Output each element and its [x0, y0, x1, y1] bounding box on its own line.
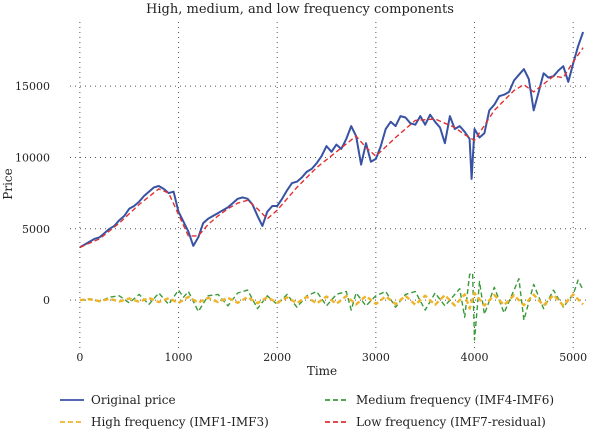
y-axis-label: Price — [1, 168, 15, 199]
series-line-0 — [79, 31, 585, 249]
series-line-3 — [79, 47, 584, 248]
chart-title: High, medium, and low frequency componen… — [146, 2, 454, 17]
x-tick-label: 1000 — [165, 351, 193, 364]
legend-label-1: Medium frequency (IMF4-IMF6) — [356, 393, 554, 407]
y-axis-ticks: 0 5000 10000 15000 — [15, 80, 50, 307]
y-tick-label: 15000 — [15, 80, 50, 93]
series-line-1 — [79, 272, 584, 341]
grid — [70, 22, 588, 350]
x-tick-label: 5000 — [559, 351, 587, 364]
x-tick-label: 3000 — [362, 351, 390, 364]
series-layer — [79, 31, 585, 341]
y-tick-label: 0 — [43, 294, 50, 307]
legend: Original price Medium frequency (IMF4-IMF… — [60, 393, 554, 429]
x-tick-label: 4000 — [461, 351, 489, 364]
y-tick-label: 10000 — [15, 151, 50, 164]
legend-label-3: Low frequency (IMF7-residual) — [356, 415, 546, 429]
series-line-2 — [79, 291, 584, 310]
x-axis-ticks: 0 1000 2000 3000 4000 5000 — [76, 351, 587, 364]
legend-label-2: High frequency (IMF1-IMF3) — [91, 415, 269, 429]
x-tick-label: 2000 — [263, 351, 291, 364]
y-tick-label: 5000 — [22, 223, 50, 236]
x-tick-label: 0 — [76, 351, 83, 364]
legend-label-0: Original price — [91, 393, 176, 407]
x-axis-label: Time — [307, 364, 337, 378]
